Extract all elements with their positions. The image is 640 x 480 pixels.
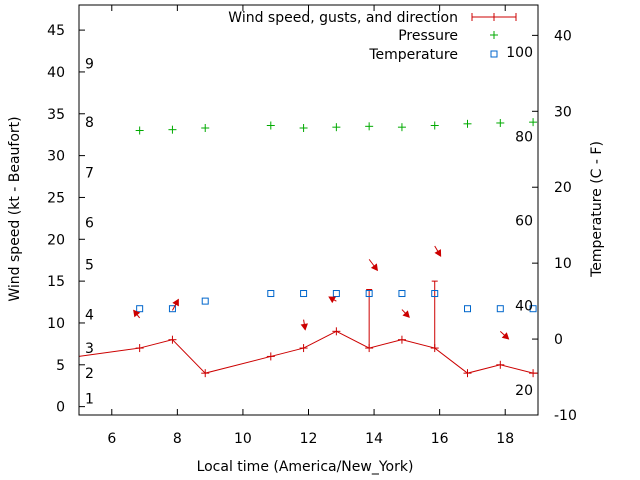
temperature-point bbox=[464, 305, 472, 313]
temperature-point bbox=[332, 290, 340, 298]
wind-speed-point bbox=[332, 327, 341, 336]
pressure-point bbox=[299, 124, 308, 132]
x-tick-label: 12 bbox=[300, 431, 318, 447]
x-tick-label: 14 bbox=[365, 431, 383, 447]
beaufort-label: 3 bbox=[85, 341, 94, 357]
wind-speed-point bbox=[496, 360, 505, 369]
y-left-tick-label: 35 bbox=[47, 107, 65, 123]
y-left-tick-label: 25 bbox=[47, 190, 65, 206]
legend-sample-temperature bbox=[490, 50, 498, 58]
wind-direction-arrow bbox=[499, 330, 510, 340]
legend-sample-wind bbox=[471, 13, 517, 21]
y-right-tick-label: 0 bbox=[554, 332, 563, 348]
fahrenheit-label: 20 bbox=[515, 383, 533, 399]
pressure-point bbox=[168, 125, 177, 134]
legend-label-temperature: Temperature bbox=[368, 47, 458, 63]
temperature-point bbox=[431, 290, 439, 298]
wind-gust-bar bbox=[366, 288, 373, 349]
beaufort-label: 5 bbox=[85, 257, 94, 273]
temperature-point bbox=[398, 290, 406, 298]
plot-frame bbox=[78, 4, 539, 416]
wind-direction-arrow bbox=[434, 245, 442, 257]
wind-direction-arrow bbox=[328, 296, 337, 304]
pressure-point bbox=[496, 118, 505, 127]
beaufort-label: 7 bbox=[85, 165, 94, 181]
wind-gust-bar bbox=[431, 280, 438, 349]
temperature-point bbox=[300, 290, 308, 298]
fahrenheit-label: 60 bbox=[515, 214, 533, 230]
x-tick-label: 10 bbox=[234, 431, 252, 447]
y-left-tick-label: 5 bbox=[56, 358, 65, 374]
pressure-point bbox=[430, 121, 439, 130]
pressure-point bbox=[201, 124, 210, 132]
left-y-axis-label: Wind speed (kt - Beaufort) bbox=[7, 116, 23, 301]
wind-direction-arrow bbox=[133, 309, 141, 319]
wind-speed-point bbox=[201, 369, 210, 378]
fahrenheit-label: 100 bbox=[506, 45, 533, 61]
y-right-tick-label: -10 bbox=[554, 408, 577, 424]
beaufort-label: 9 bbox=[85, 57, 94, 73]
wind-direction-arrow bbox=[368, 259, 378, 272]
beaufort-label: 1 bbox=[85, 391, 94, 407]
y-right-tick-label: 20 bbox=[554, 180, 572, 196]
legend-sample-pressure bbox=[490, 31, 498, 39]
legend: Wind speed, gusts, and direction Pressur… bbox=[228, 10, 517, 63]
pressure-point bbox=[463, 119, 472, 128]
temperature-point bbox=[365, 290, 373, 298]
wind-direction-arrow bbox=[401, 309, 410, 318]
beaufort-label: 2 bbox=[85, 366, 94, 382]
y-left-tick-label: 45 bbox=[47, 23, 65, 39]
beaufort-label: 4 bbox=[85, 308, 94, 324]
legend-label-wind: Wind speed, gusts, and direction bbox=[228, 10, 458, 26]
wind-speed-point bbox=[529, 369, 538, 378]
y-left-tick-label: 10 bbox=[47, 316, 65, 332]
wind-direction-arrow bbox=[300, 319, 308, 331]
y-left-tick-label: 0 bbox=[56, 400, 65, 416]
wind-speed-point bbox=[397, 335, 406, 344]
pressure-point bbox=[397, 123, 406, 132]
wind-speed-point bbox=[463, 369, 472, 378]
temperature-point bbox=[529, 305, 537, 313]
pressure-point bbox=[529, 118, 538, 127]
y-left-tick-label: 30 bbox=[47, 149, 65, 165]
temperature-point bbox=[201, 297, 209, 305]
fahrenheit-label: 40 bbox=[515, 299, 533, 315]
x-tick-label: 6 bbox=[107, 431, 116, 447]
y-left-tick-label: 40 bbox=[47, 65, 65, 81]
y-left-tick-label: 20 bbox=[47, 232, 65, 248]
x-tick-label: 8 bbox=[173, 431, 182, 447]
y-left-tick-label: 15 bbox=[47, 274, 65, 290]
wind-speed-point bbox=[135, 344, 144, 353]
y-right-tick-label: 30 bbox=[554, 104, 572, 120]
y-right-tick-label: 40 bbox=[554, 28, 572, 44]
wind-speed-line bbox=[78, 330, 538, 374]
temperature-point bbox=[267, 290, 275, 298]
beaufort-label: 8 bbox=[85, 115, 94, 131]
pressure-point bbox=[135, 126, 144, 135]
wind-speed-point bbox=[299, 344, 308, 353]
fahrenheit-label: 80 bbox=[515, 129, 533, 145]
wind-speed-point bbox=[266, 352, 275, 361]
y-right-tick-label: 10 bbox=[554, 256, 572, 272]
pressure-point bbox=[365, 122, 374, 131]
temperature-point bbox=[136, 305, 144, 313]
wind-speed-point bbox=[168, 335, 177, 344]
pressure-point bbox=[266, 121, 275, 130]
wind-direction-arrow bbox=[171, 298, 179, 311]
temperature-point bbox=[496, 305, 504, 313]
temperature-point bbox=[168, 305, 176, 313]
right-y-axis-label: Temperature (C - F) bbox=[589, 141, 605, 278]
beaufort-label: 6 bbox=[85, 216, 94, 232]
x-axis-label: Local time (America/New_York) bbox=[197, 459, 414, 475]
pressure-point bbox=[332, 123, 341, 132]
legend-label-pressure: Pressure bbox=[398, 28, 458, 44]
x-tick-label: 16 bbox=[431, 431, 449, 447]
x-tick-label: 18 bbox=[496, 431, 514, 447]
